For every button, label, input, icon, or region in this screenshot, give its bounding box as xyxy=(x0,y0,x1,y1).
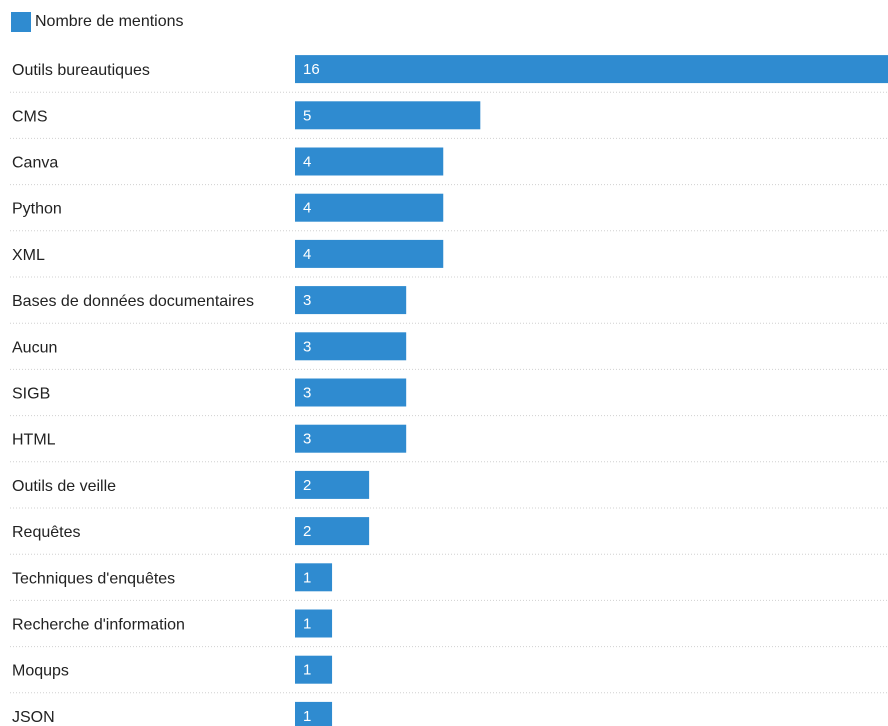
bar xyxy=(295,101,481,130)
value-label: 16 xyxy=(303,61,320,78)
value-label: 1 xyxy=(303,662,311,679)
category-label: XML xyxy=(12,247,45,264)
bar xyxy=(295,563,333,592)
value-label: 1 xyxy=(303,569,311,586)
category-label: Outils bureautiques xyxy=(12,62,150,79)
value-label: 1 xyxy=(303,708,311,725)
category-label: SIGB xyxy=(12,386,50,403)
bar xyxy=(295,147,444,176)
category-label: Moqups xyxy=(12,663,69,680)
category-label: HTML xyxy=(12,432,56,449)
value-label: 1 xyxy=(303,616,311,633)
category-label: Techniques d'enquêtes xyxy=(12,570,175,587)
bar xyxy=(295,193,444,222)
bar xyxy=(295,470,370,499)
bar xyxy=(295,424,407,453)
category-label: Outils de veille xyxy=(12,478,116,495)
value-label: 4 xyxy=(303,154,311,171)
category-label: Canva xyxy=(12,155,58,172)
category-label: Recherche d'information xyxy=(12,617,185,634)
category-label: Python xyxy=(12,201,62,218)
category-label: CMS xyxy=(12,108,48,125)
bar xyxy=(295,239,444,268)
category-label: Bases de données documentaires xyxy=(12,293,254,310)
value-label: 3 xyxy=(303,431,311,448)
bar xyxy=(295,701,333,726)
legend-label: Nombre de mentions xyxy=(35,13,184,30)
bar xyxy=(295,609,333,638)
value-label: 3 xyxy=(303,338,311,355)
bar xyxy=(295,332,407,361)
category-label: Requêtes xyxy=(12,524,81,541)
legend: Nombre de mentions xyxy=(11,11,184,33)
legend-swatch xyxy=(11,12,31,32)
value-label: 3 xyxy=(303,385,311,402)
bar xyxy=(295,55,888,84)
bar xyxy=(295,378,407,407)
bar xyxy=(295,517,370,546)
value-label: 2 xyxy=(303,477,311,494)
value-label: 2 xyxy=(303,523,311,540)
value-label: 4 xyxy=(303,246,311,263)
value-label: 5 xyxy=(303,107,311,124)
bar xyxy=(295,286,407,315)
value-label: 3 xyxy=(303,292,311,309)
category-label: Aucun xyxy=(12,339,57,356)
category-label: JSON xyxy=(12,709,55,726)
bar xyxy=(295,655,333,684)
value-label: 4 xyxy=(303,200,311,217)
